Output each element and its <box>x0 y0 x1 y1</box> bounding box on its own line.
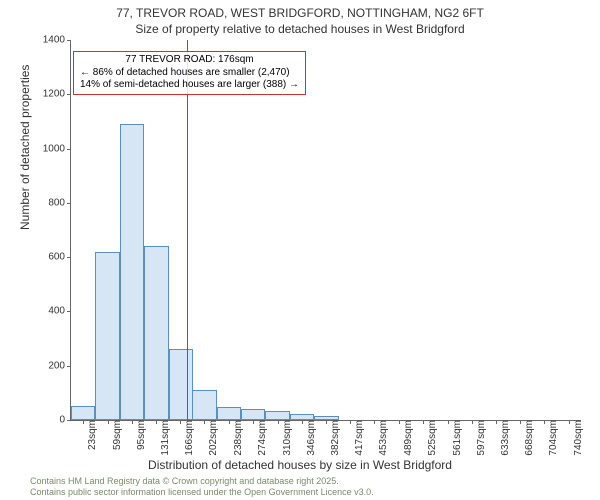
y-tick-mark <box>67 420 71 421</box>
footer-line1: Contains HM Land Registry data © Crown c… <box>30 476 374 487</box>
chart-title-line1: 77, TREVOR ROAD, WEST BRIDGFORD, NOTTING… <box>0 6 600 20</box>
x-tick-mark <box>520 420 521 424</box>
y-tick-mark <box>67 203 71 204</box>
plot-area: 020040060080010001200140023sqm59sqm95sqm… <box>70 40 581 421</box>
x-tick-mark <box>350 420 351 424</box>
x-tick-mark <box>278 420 279 424</box>
callout-line1: 77 TREVOR ROAD: 176sqm <box>80 54 299 67</box>
x-tick-label: 23sqm <box>83 420 98 450</box>
histogram-bar <box>314 416 338 420</box>
histogram-bar <box>192 390 216 420</box>
chart-container: 77, TREVOR ROAD, WEST BRIDGFORD, NOTTING… <box>0 0 600 500</box>
histogram-bar <box>120 124 144 420</box>
y-tick-mark <box>67 257 71 258</box>
x-tick-label: 346sqm <box>302 420 317 456</box>
marker-line <box>187 40 188 420</box>
x-tick-label: 525sqm <box>423 420 438 456</box>
y-tick-mark <box>67 40 71 41</box>
x-tick-mark <box>253 420 254 424</box>
x-tick-label: 131sqm <box>156 420 171 456</box>
chart-title-line2: Size of property relative to detached ho… <box>0 22 600 36</box>
x-tick-label: 238sqm <box>229 420 244 456</box>
x-tick-label: 704sqm <box>544 420 559 456</box>
y-tick-mark <box>67 366 71 367</box>
histogram-bar <box>241 409 265 420</box>
x-tick-mark <box>229 420 230 424</box>
x-tick-label: 453sqm <box>374 420 389 456</box>
histogram-bar <box>169 349 193 420</box>
histogram-bar <box>217 407 241 420</box>
x-tick-mark <box>544 420 545 424</box>
x-tick-label: 561sqm <box>448 420 463 456</box>
footer-attribution: Contains HM Land Registry data © Crown c… <box>30 476 374 498</box>
x-tick-label: 740sqm <box>569 420 584 456</box>
x-tick-mark <box>108 420 109 424</box>
x-tick-label: 202sqm <box>204 420 219 456</box>
x-tick-label: 597sqm <box>472 420 487 456</box>
histogram-bar <box>71 406 95 420</box>
histogram-bar <box>290 414 314 420</box>
callout-line3: 14% of semi-detached houses are larger (… <box>80 79 299 92</box>
x-tick-mark <box>326 420 327 424</box>
x-axis-label: Distribution of detached houses by size … <box>0 458 600 472</box>
x-tick-mark <box>423 420 424 424</box>
x-tick-label: 310sqm <box>278 420 293 456</box>
y-tick-mark <box>67 94 71 95</box>
x-tick-mark <box>569 420 570 424</box>
y-axis-label: Number of detached properties <box>18 65 32 230</box>
x-tick-mark <box>132 420 133 424</box>
x-tick-label: 633sqm <box>496 420 511 456</box>
x-tick-mark <box>302 420 303 424</box>
x-tick-mark <box>83 420 84 424</box>
x-tick-label: 382sqm <box>326 420 341 456</box>
x-tick-mark <box>374 420 375 424</box>
x-tick-label: 59sqm <box>108 420 123 450</box>
x-tick-label: 417sqm <box>350 420 365 456</box>
footer-line2: Contains public sector information licen… <box>30 487 374 498</box>
x-tick-mark <box>472 420 473 424</box>
x-tick-mark <box>180 420 181 424</box>
x-tick-mark <box>496 420 497 424</box>
histogram-bar <box>95 252 119 420</box>
x-tick-mark <box>156 420 157 424</box>
x-tick-mark <box>204 420 205 424</box>
x-tick-label: 489sqm <box>399 420 414 456</box>
histogram-bar <box>144 246 168 420</box>
y-tick-mark <box>67 311 71 312</box>
x-tick-label: 274sqm <box>253 420 268 456</box>
x-tick-mark <box>399 420 400 424</box>
x-tick-label: 95sqm <box>132 420 147 450</box>
x-tick-mark <box>448 420 449 424</box>
callout-line2: ← 86% of detached houses are smaller (2,… <box>80 67 299 80</box>
callout-box: 77 TREVOR ROAD: 176sqm← 86% of detached … <box>73 51 306 95</box>
x-tick-label: 166sqm <box>180 420 195 456</box>
x-tick-label: 668sqm <box>520 420 535 456</box>
y-tick-mark <box>67 149 71 150</box>
histogram-bar <box>265 411 289 421</box>
